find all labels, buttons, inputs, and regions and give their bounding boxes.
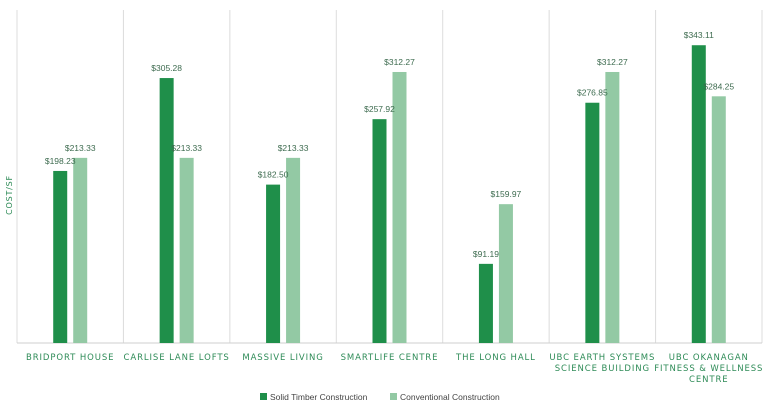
category-label: CARLISE LANE LOFTS [124,353,230,363]
category-label-line: CENTRE [689,375,729,385]
legend-swatch [260,393,267,400]
category-label-line: BRIDPORT HOUSE [26,353,114,363]
category-label: MASSIVE LIVING [242,353,323,363]
category-labels: BRIDPORT HOUSE CARLISE LANE LOFTS MASSIVE … [26,353,763,385]
bar-solid-timber [53,170,68,343]
bar-conventional [605,71,620,344]
bar-solid-timber [372,119,387,343]
value-label: $91.19 [473,249,499,259]
bar-conventional [179,157,194,343]
bar-conventional [711,96,726,343]
value-label: $312.27 [597,57,628,67]
value-label: $312.27 [384,57,415,67]
value-label: $213.33 [65,143,96,153]
category-separators [16,10,763,343]
category-label-line: SCIENCE BUILDING [555,364,650,374]
category-label-line: THE LONG HALL [455,353,536,363]
category-label-line: MASSIVE LIVING [242,353,323,363]
category-label: SMARTLIFE CENTRE [341,353,439,363]
bar-solid-timber [691,45,706,344]
category-label: THE LONG HALL [455,353,536,363]
category-label-line: CARLISE LANE LOFTS [124,353,230,363]
legend-label: Solid Timber Construction [270,392,368,402]
value-label: $343.11 [684,30,714,40]
value-label: $284.25 [703,81,734,91]
category-label-line: UBC EARTH SYSTEMS [549,353,655,363]
bars [53,45,726,344]
category-label-line: UBC OKANAGAN [669,353,749,363]
value-label: $213.33 [278,143,309,153]
bar-conventional [73,157,88,343]
category-label: UBC EARTH SYSTEMS SCIENCE BUILDING [549,353,655,374]
bar-conventional [392,71,407,344]
category-label-line: SMARTLIFE CENTRE [341,353,439,363]
bar-conventional [286,157,301,343]
category-label: UBC OKANAGAN FITNESS & WELLNESS CENTRE [654,353,763,385]
y-axis-label: COST/SF [5,175,14,215]
value-label: $305.28 [151,63,182,73]
value-label: $198.23 [45,156,76,166]
value-label: $159.97 [491,189,522,199]
bar-solid-timber [585,102,600,343]
value-label: $213.33 [171,143,202,153]
bar-solid-timber [266,184,281,343]
legend-label: Conventional Construction [400,392,500,402]
legend: Solid Timber Construction Conventional Co… [260,392,500,402]
value-label: $257.92 [364,104,395,114]
legend-swatch [390,393,397,400]
value-label: $276.85 [577,88,608,98]
value-label: $182.50 [258,170,289,180]
category-label: BRIDPORT HOUSE [26,353,114,363]
value-labels: $198.23 $213.33 $305.28 $213.33 $182.50 $213.… [45,30,735,259]
bar-solid-timber [159,78,174,343]
bar-conventional [498,204,513,343]
category-label-line: FITNESS & WELLNESS [654,364,763,374]
bar-solid-timber [478,263,493,343]
